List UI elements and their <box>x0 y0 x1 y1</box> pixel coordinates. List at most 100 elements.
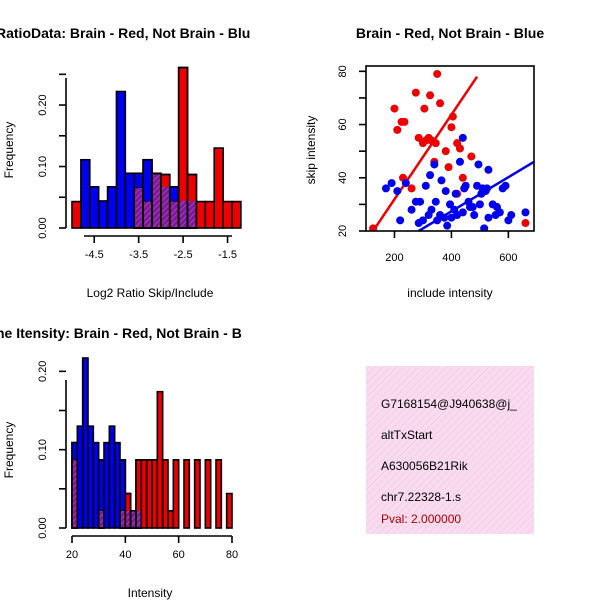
scatter-point-blue <box>443 221 452 230</box>
intensity-histogram-bar-red <box>140 459 148 529</box>
scatter-ylabel: skip intensity <box>304 116 318 185</box>
scatter-point-blue <box>480 224 489 231</box>
intensity-histogram-bar-overlap <box>73 459 77 527</box>
scatter-x-tick-label: 400 <box>442 252 460 264</box>
ratio-histogram-bar-blue <box>80 158 91 229</box>
scatter-point-blue <box>431 197 440 206</box>
intensity-histogram-xlabel: Intensity <box>128 586 173 600</box>
intensity-histogram-bar-blue <box>103 441 111 529</box>
scatter-point-red <box>414 133 423 142</box>
scatter-point-blue <box>458 133 467 142</box>
ratio-histogram-bar-blue <box>124 172 136 229</box>
intensity-histogram-bar-overlap <box>99 510 103 527</box>
ratio-histogram-bar-blue <box>97 200 109 229</box>
scatter-point-blue <box>416 197 425 206</box>
scatter-point-blue <box>401 179 410 188</box>
scatter-point-blue <box>387 179 396 188</box>
intensity-histogram-bar-red <box>215 459 223 529</box>
ratio-histogram-x-tick-label: -1.5 <box>218 249 237 261</box>
scatter-point-blue <box>461 181 470 190</box>
scatter-point-red <box>400 117 409 126</box>
intensity-histogram-bar-overlap <box>131 510 135 527</box>
intensity-histogram-y-tick-label: 0.10 <box>37 439 49 460</box>
scatter-point-red <box>433 69 442 78</box>
intensity-histogram-bar-blue <box>81 357 89 529</box>
scatter-point-blue <box>484 213 493 222</box>
intensity-histogram-bar-blue <box>87 425 95 529</box>
intensity-histogram-bar-red <box>145 459 153 529</box>
scatter-point-blue <box>458 208 467 217</box>
scatter-x-tick-label: 600 <box>499 252 517 264</box>
scatter-points <box>369 69 534 231</box>
scatter-xlabel: include intensity <box>407 286 492 300</box>
info-panel-background <box>366 366 534 534</box>
scatter-title: Brain - Red, Not Brain - Blue <box>356 25 544 41</box>
info-line-event: altTxStart <box>381 428 433 442</box>
ratio-histogram-bar-overlap <box>144 201 151 227</box>
ratio-histogram-bar-red <box>204 200 216 229</box>
ratio-histogram-x-tick-label: -3.5 <box>129 249 148 261</box>
intensity-histogram-bar-red <box>172 459 180 529</box>
scatter-point-blue <box>451 189 460 198</box>
intensity-histogram-x-tick-label: 20 <box>66 549 78 561</box>
ratio-histogram-bar-overlap <box>170 201 178 227</box>
scatter-point-blue <box>475 200 484 209</box>
scatter-point-red <box>420 104 429 113</box>
ratio-histogram-bar-red <box>195 200 207 229</box>
ratio-histogram-y-tick-label: 0.00 <box>37 217 49 238</box>
scatter-point-blue <box>407 205 416 214</box>
ratio-histogram-bar-red <box>222 200 233 229</box>
ratio-histogram-bar-overlap <box>135 188 143 227</box>
scatter-point-red <box>407 184 416 193</box>
ratio-histogram-ylabel: Frequency <box>2 122 16 179</box>
scatter-point-blue <box>396 216 405 225</box>
info-line-location: chr7.22328-1.s <box>381 490 461 504</box>
scatter-point-blue <box>441 187 450 196</box>
scatter-frame <box>365 65 535 232</box>
scatter-point-red <box>467 152 476 161</box>
intensity-histogram-bar-overlap <box>137 510 141 527</box>
ratio-histogram-bar-red <box>231 200 242 229</box>
scatter-point-red <box>447 123 456 132</box>
ratio-histogram-bar-outline <box>177 66 189 229</box>
intensity-histogram-title: ne Itensity: Brain - Red, Not Brain - B <box>0 325 242 341</box>
scatter-y-tick-label: 60 <box>337 118 349 130</box>
intensity-histogram-x-tick-label: 80 <box>226 549 238 561</box>
intensity-histogram-bar-red <box>183 459 191 529</box>
ratio-histogram-y-tick-label: 0.10 <box>37 156 49 177</box>
scatter-point-blue <box>437 176 446 185</box>
scatter-point-blue <box>507 211 516 220</box>
intensity-histogram-bar-red <box>193 459 201 529</box>
scatter-point-red <box>411 88 420 97</box>
ratio-histogram-bar-blue <box>106 186 118 229</box>
intensity-histogram-bar-blue <box>113 441 121 529</box>
scatter-point-blue <box>427 205 436 214</box>
scatter-point-blue <box>521 208 530 217</box>
ratio-histogram-bar-blue <box>88 186 100 229</box>
ratio-histogram-bar-red <box>71 200 82 229</box>
scatter-point-red <box>455 144 464 153</box>
ratio-histogram: RatioData: Brain - Red, Not Brain - Blu … <box>0 25 250 300</box>
ratio-histogram-xlabel: Log2 Ratio Skip/Include <box>87 286 214 300</box>
scatter-fit-blue <box>418 160 534 231</box>
intensity-histogram-x-tick-label: 60 <box>173 549 185 561</box>
scatter-point-red <box>444 163 453 172</box>
info-pval: Pval: 2.000000 <box>381 512 461 526</box>
scatter-point-blue <box>468 203 477 212</box>
ratio-histogram-bar-overlap <box>153 174 160 227</box>
ratio-histogram-bar-overlap <box>161 186 169 227</box>
intensity-histogram-bar-red <box>204 459 212 529</box>
scatter-point-red <box>390 104 399 113</box>
scatter-point-blue <box>393 187 402 196</box>
scatter-point-blue <box>418 216 427 225</box>
intensity-histogram-bar-red <box>151 459 159 529</box>
scatter-point-red <box>521 219 530 228</box>
scatter-point-blue <box>501 181 510 190</box>
ratio-histogram-x-tick-label: -2.5 <box>174 249 193 261</box>
intensity-histogram-bar-red <box>167 509 175 529</box>
scatter-point-blue <box>446 200 454 209</box>
scatter-point-red <box>393 125 402 134</box>
scatter-point-red <box>436 99 445 108</box>
ratio-histogram-bar-overlap <box>179 200 187 227</box>
